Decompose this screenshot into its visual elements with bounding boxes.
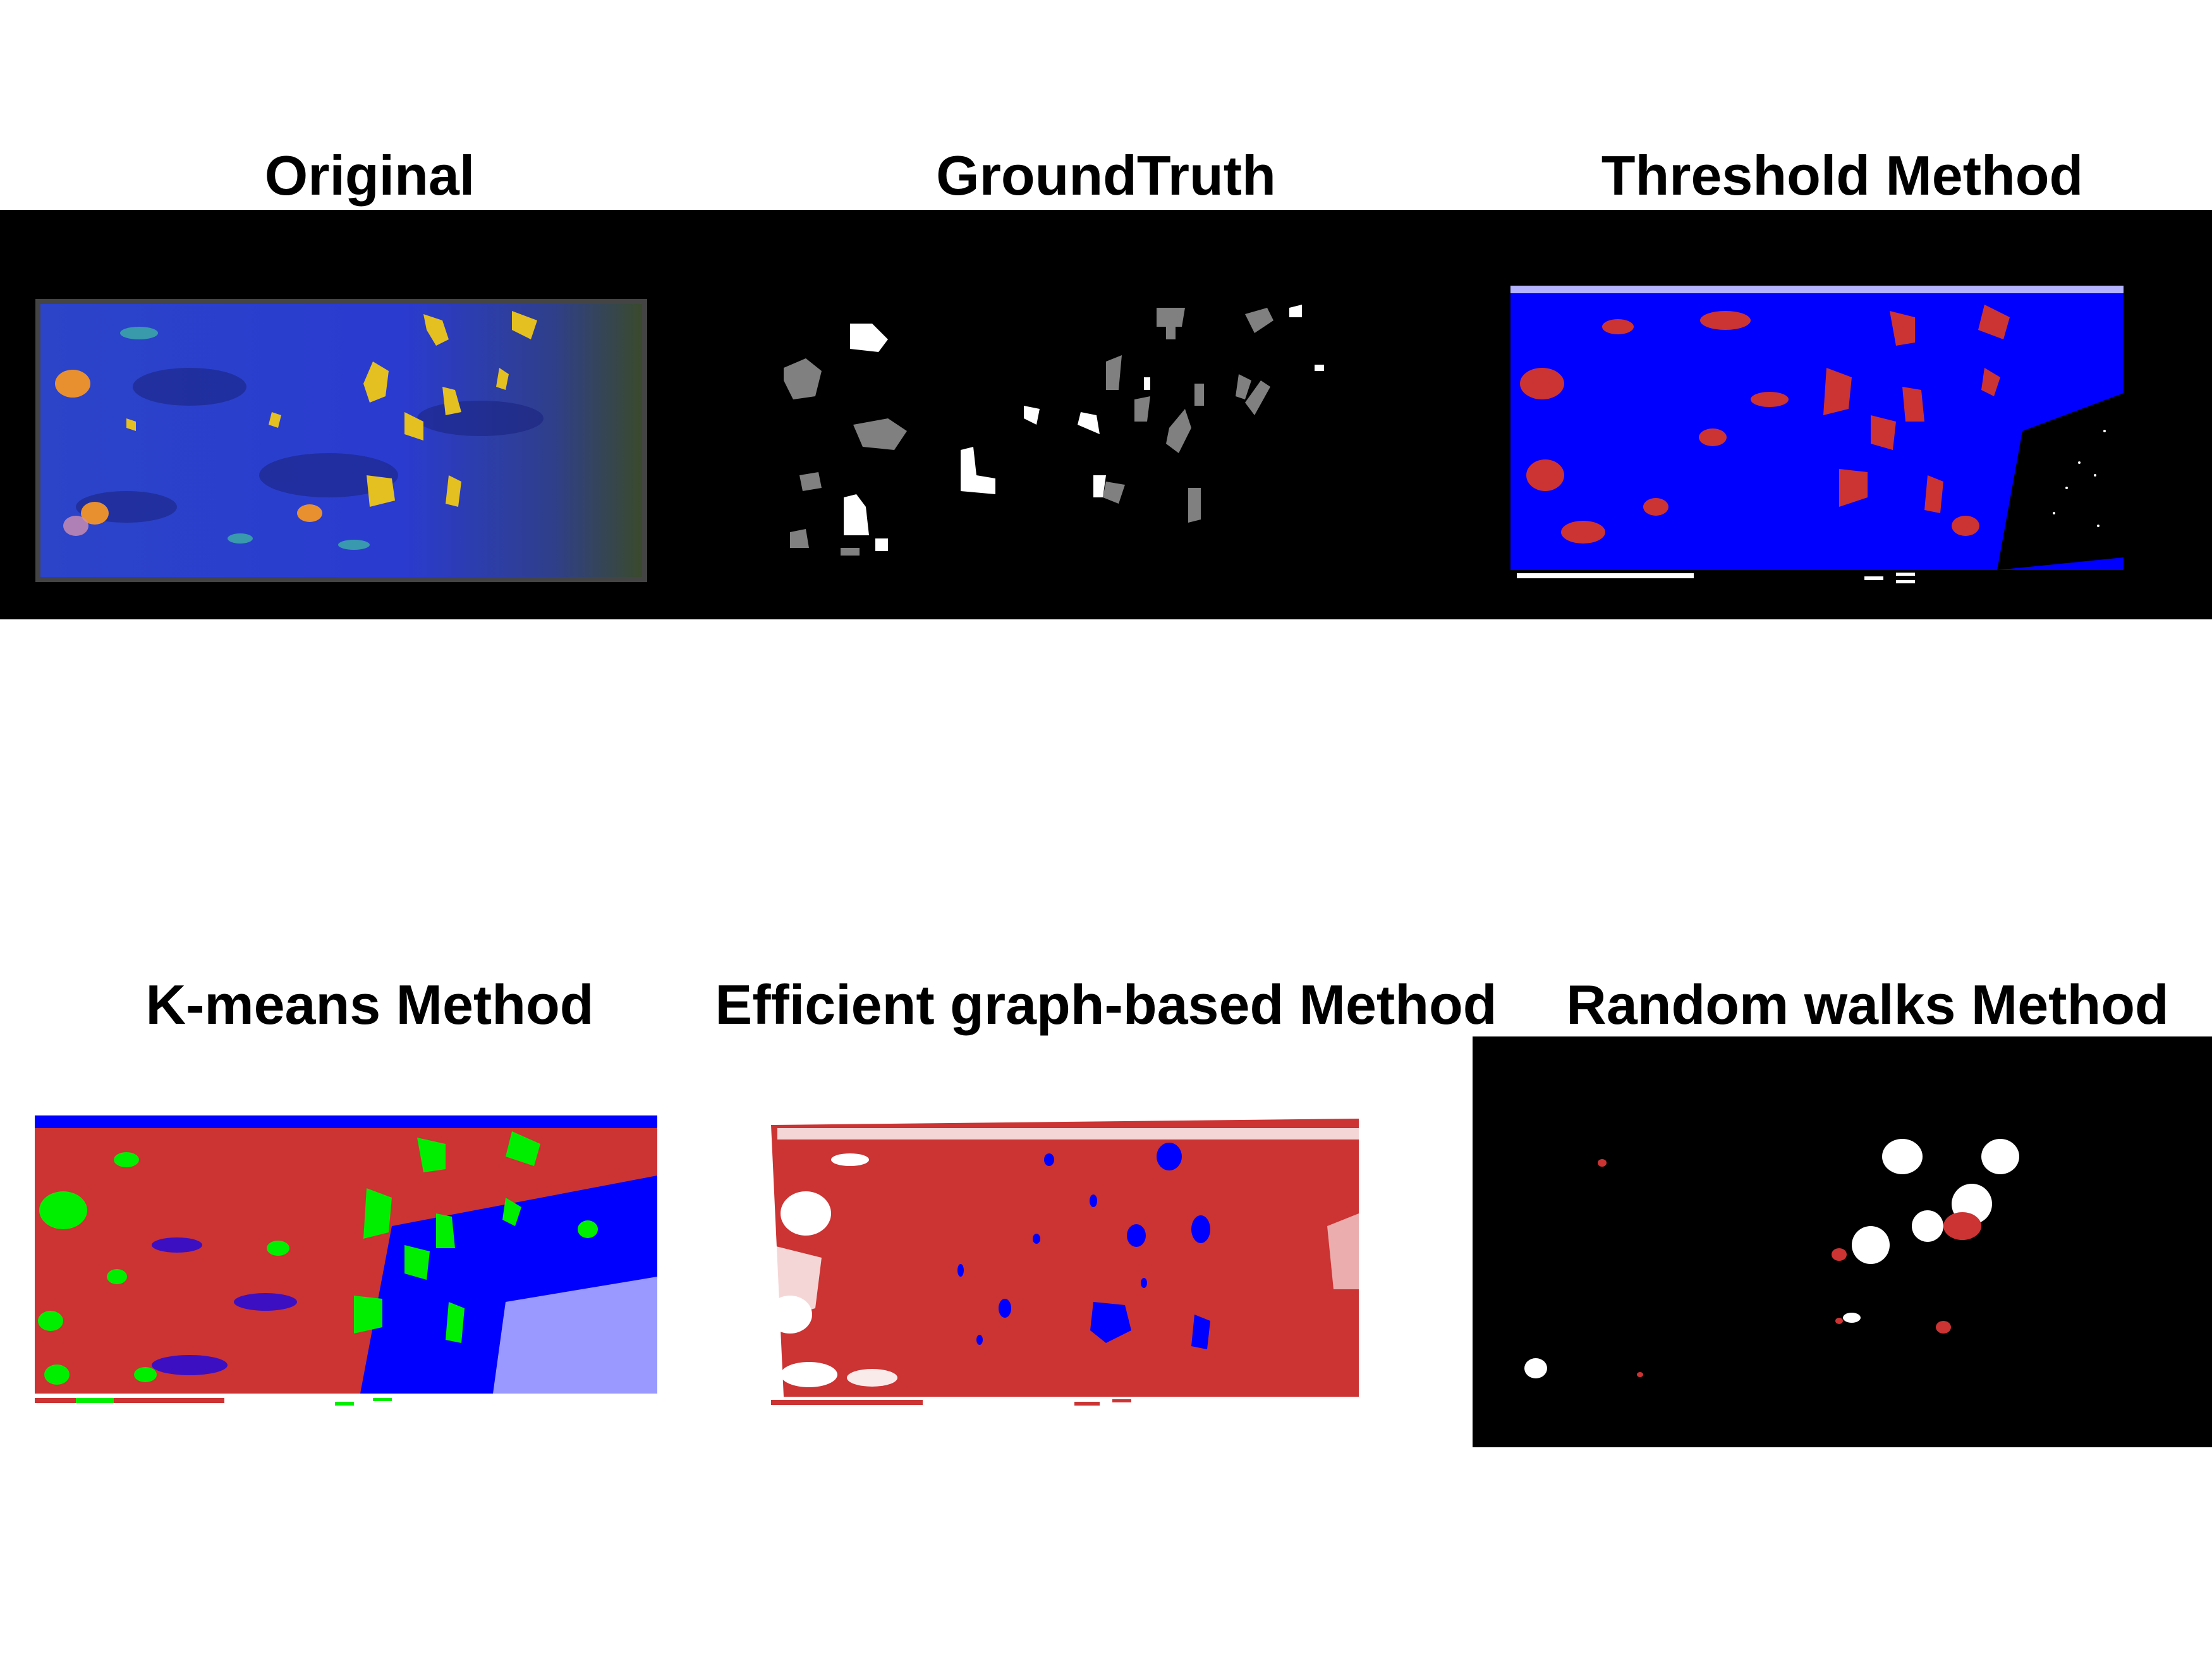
panel-title-graph-based: Efficient graph-based Method [715,973,1497,1036]
panel-title-groundtruth: GroundTruth [936,144,1276,207]
panel-title-threshold: Threshold Method [1601,144,2084,207]
panel-title-random-walks: Random walks Method [1566,973,2169,1036]
threshold-method-image [1473,210,2212,619]
random-walks-method-image [1473,1036,2212,1447]
groundtruth-image [739,210,1473,619]
graph-based-method-image [739,1036,1473,1416]
panel-title-original: Original [264,144,475,207]
kmeans-method-image [0,1036,739,1416]
panel-title-kmeans: K-means Method [145,973,594,1036]
original-image [0,210,739,619]
